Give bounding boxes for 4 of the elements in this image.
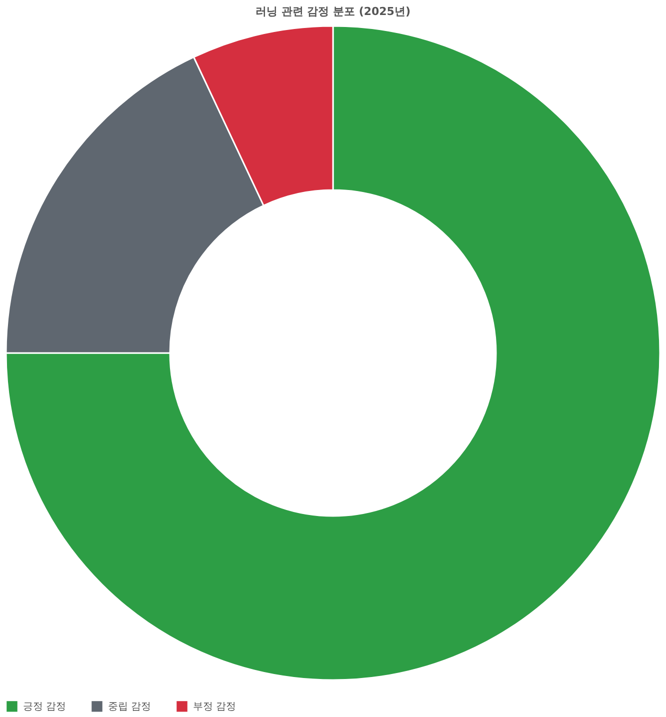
legend-label: 부정 감정 <box>193 701 236 712</box>
chart-title: 러닝 관련 감정 분포 (2025년) <box>256 5 410 18</box>
legend-label: 중립 감정 <box>108 701 152 712</box>
legend-label: 긍정 감정 <box>23 701 66 712</box>
